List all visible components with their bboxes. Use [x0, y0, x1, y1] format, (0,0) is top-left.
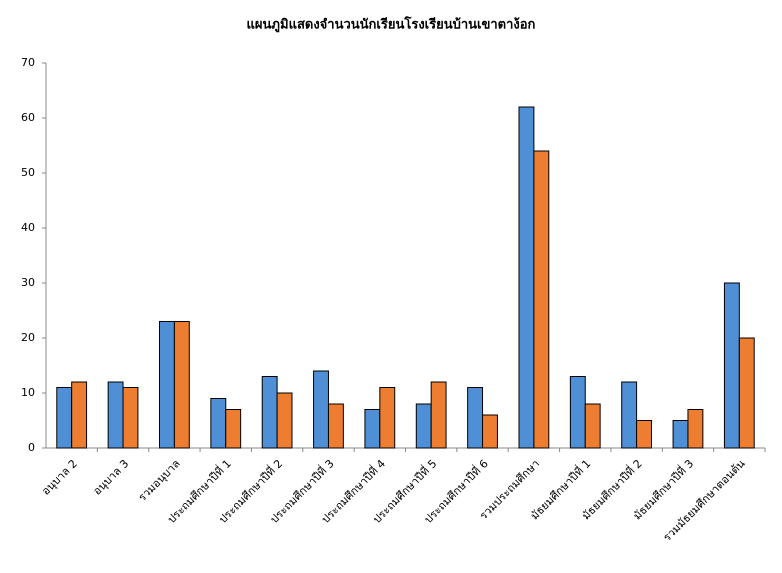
bar — [71, 381, 88, 449]
y-tick-label: 60 — [21, 111, 35, 124]
bar — [738, 337, 755, 449]
bar — [122, 387, 139, 449]
bar — [430, 381, 447, 449]
y-tick-label: 30 — [21, 276, 35, 289]
bar — [482, 414, 498, 449]
bar — [276, 392, 293, 449]
y-tick-label: 40 — [21, 221, 35, 234]
y-tick-label: 50 — [21, 166, 35, 179]
bar — [379, 387, 396, 449]
bar — [173, 321, 190, 449]
chart-title: แผนภูมิแสดงจำนวนนักเรียนโรงเรียนบ้านเขาต… — [247, 16, 536, 33]
bar — [364, 409, 381, 449]
bar — [261, 376, 278, 449]
bar — [687, 409, 704, 449]
bar — [533, 150, 550, 449]
x-tick-label: อนุบาล 2 — [39, 457, 80, 498]
bar — [569, 376, 586, 449]
y-tick-label: 10 — [21, 386, 35, 399]
bar — [723, 282, 740, 449]
bar — [107, 381, 124, 449]
bar — [210, 398, 227, 449]
y-tick-label: 0 — [28, 441, 35, 454]
bar — [518, 106, 535, 449]
bar — [621, 381, 638, 449]
bar — [327, 403, 344, 449]
bar — [467, 387, 484, 449]
bar — [56, 387, 73, 449]
bar — [313, 370, 329, 449]
bar — [225, 409, 242, 449]
bar — [636, 420, 653, 449]
y-tick-label: 20 — [21, 331, 35, 344]
bar — [584, 403, 601, 449]
bar — [672, 420, 689, 449]
bar — [415, 403, 432, 449]
x-tick-label: อนุบาล 3 — [91, 457, 132, 498]
bar — [158, 321, 175, 449]
x-tick-label: รวมอนุบาล — [136, 457, 183, 504]
y-tick-label: 70 — [21, 56, 35, 69]
